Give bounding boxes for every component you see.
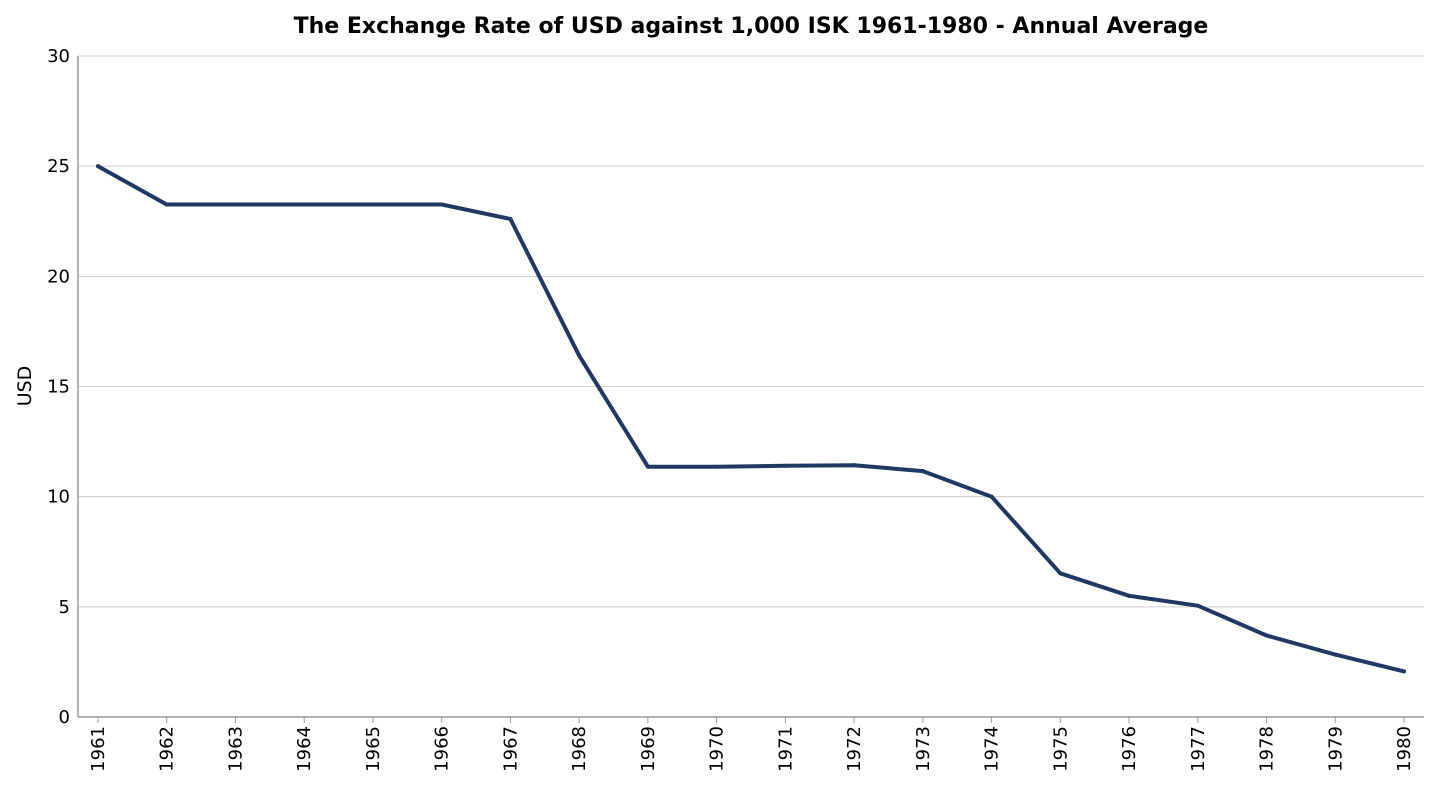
- data-point: [989, 494, 994, 499]
- y-tick-label: 0: [59, 707, 70, 728]
- x-tick-label: 1964: [294, 726, 315, 772]
- x-tick-label: 1974: [982, 726, 1003, 772]
- x-tick-label: 1969: [638, 726, 659, 772]
- data-point: [233, 202, 238, 207]
- y-axis-label: USD: [14, 366, 36, 407]
- y-tick-label: 10: [47, 487, 70, 508]
- data-point: [920, 469, 925, 474]
- x-tick-label: 1973: [913, 726, 934, 772]
- data-point: [852, 463, 857, 468]
- x-tick-label: 1967: [500, 726, 521, 772]
- axes: [77, 56, 1424, 718]
- data-point: [164, 202, 169, 207]
- x-tick-label: 1963: [225, 726, 246, 772]
- series-line: [96, 164, 1406, 674]
- chart-title: The Exchange Rate of USD against 1,000 I…: [294, 14, 1209, 39]
- x-tick-label: 1979: [1325, 726, 1346, 772]
- data-point: [302, 202, 307, 207]
- x-tick-label: 1972: [844, 726, 865, 772]
- y-tick-label: 30: [47, 46, 70, 67]
- data-point: [1333, 652, 1338, 657]
- data-point: [439, 202, 444, 207]
- y-axis-ticks: 0 5 10 15 20 25 30: [47, 46, 70, 728]
- data-point: [508, 217, 513, 222]
- y-tick-label: 5: [59, 597, 70, 618]
- data-point: [1264, 633, 1269, 638]
- data-point: [645, 464, 650, 469]
- data-point: [370, 202, 375, 207]
- data-point: [96, 164, 100, 169]
- x-tick-label: 1962: [157, 726, 178, 772]
- x-tick-label: 1980: [1394, 726, 1415, 772]
- x-tick-label: 1961: [88, 726, 109, 772]
- x-tick-label: 1976: [1119, 726, 1140, 772]
- x-tick-label: 1968: [569, 726, 590, 772]
- data-point: [1058, 571, 1063, 576]
- x-tick-label: 1971: [775, 726, 796, 772]
- data-point: [1402, 669, 1406, 674]
- y-tick-label: 15: [47, 377, 70, 398]
- x-tick-label: 1965: [363, 726, 384, 772]
- data-point: [1195, 603, 1200, 608]
- data-point: [1127, 593, 1132, 598]
- x-tick-label: 1977: [1188, 726, 1209, 772]
- data-point: [783, 463, 788, 468]
- data-point: [577, 353, 582, 358]
- x-tick-label: 1970: [707, 726, 728, 772]
- series-group: [96, 164, 1406, 674]
- y-tick-label: 20: [47, 266, 70, 287]
- x-tick-label: 1978: [1257, 726, 1278, 772]
- x-tick-label: 1975: [1050, 726, 1071, 772]
- x-axis-ticks: 1961 1962 1963 1964 1965 1966 1967 1968 1969 1970…: [88, 717, 1415, 772]
- y-tick-label: 25: [47, 156, 70, 177]
- x-tick-label: 1966: [432, 726, 453, 772]
- gridlines: [78, 55, 1424, 608]
- data-point: [714, 464, 719, 469]
